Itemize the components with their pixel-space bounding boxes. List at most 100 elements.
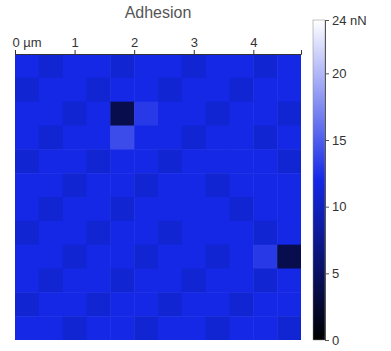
cell [277,149,301,173]
cell [87,269,111,293]
x-tick-label: 3 [191,35,198,50]
cell [230,269,254,293]
cell [253,221,277,245]
cell [15,245,39,269]
colorbar-tick-label: 20 [332,66,346,81]
cell [230,316,254,340]
x-tick: 4 [250,35,257,54]
cell [134,197,158,221]
cell [182,269,206,293]
cell [15,126,39,150]
x-axis: 0 µm1234 [13,35,302,55]
cell [110,102,134,126]
cell [15,102,39,126]
cell [182,78,206,102]
cell [110,316,134,340]
colorbar-tick-mark [325,140,329,141]
cell [230,245,254,269]
colorbar-tick-mark [325,207,329,208]
cell [39,197,63,221]
cell [63,126,87,150]
cell [230,292,254,316]
cell [206,316,230,340]
cell [206,126,230,150]
cell [39,221,63,245]
cell [158,245,182,269]
cell [158,316,182,340]
colorbar-tick-mark [325,73,329,74]
cell [15,78,39,102]
colorbar-tick: 15 [325,133,346,148]
cell [253,149,277,173]
cell [158,292,182,316]
cell [63,102,87,126]
x-tick: 0 µm [13,35,42,54]
cell [63,292,87,316]
cell [206,197,230,221]
cell [158,78,182,102]
cell [87,173,111,197]
cell [182,149,206,173]
cell [39,292,63,316]
colorbar-axis-line [326,21,330,341]
cell [39,245,63,269]
cell [39,269,63,293]
colorbar-tick: 0 [325,333,339,348]
colorbar-axis: 0510152024 nN [325,13,367,348]
cell [253,173,277,197]
cell [134,54,158,78]
cell [15,269,39,293]
cell [110,173,134,197]
cell [134,316,158,340]
cell [15,197,39,221]
x-tick-mark [15,50,16,54]
heatmap [15,54,301,340]
colorbar-tick-mark [325,20,329,21]
cell [63,197,87,221]
cell [277,245,301,269]
cell [206,149,230,173]
cell [253,245,277,269]
cell [230,173,254,197]
cell [253,269,277,293]
cell [182,292,206,316]
cell [63,269,87,293]
cell [87,78,111,102]
cell [253,292,277,316]
x-tick-mark [253,50,254,54]
cell [110,269,134,293]
cell [230,149,254,173]
cell [206,245,230,269]
cell [206,102,230,126]
cell [134,292,158,316]
cell [87,316,111,340]
cell [39,173,63,197]
cell [15,316,39,340]
colorbar-tick-mark [325,340,329,341]
cell [158,102,182,126]
cell [230,126,254,150]
cell [87,126,111,150]
cell [277,54,301,78]
cell [253,197,277,221]
colorbar [313,20,325,340]
cell [87,54,111,78]
cell [182,316,206,340]
cell [134,102,158,126]
cell [182,126,206,150]
cell [253,78,277,102]
cell [134,221,158,245]
cell [110,221,134,245]
cell [277,292,301,316]
cell [206,269,230,293]
x-tick-label: 1 [71,35,78,50]
cell [134,269,158,293]
cell [182,197,206,221]
x-axis-line [16,50,302,55]
cell [39,126,63,150]
cell [63,221,87,245]
cell [182,54,206,78]
cell [134,245,158,269]
cell [158,126,182,150]
cell [110,78,134,102]
